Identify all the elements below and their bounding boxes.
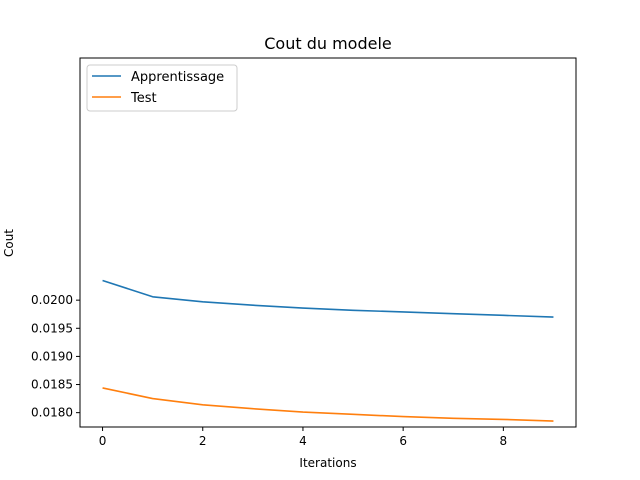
x-tick-label: 2 — [199, 434, 207, 448]
y-axis-label: Cout — [2, 229, 16, 257]
legend-box — [86, 64, 238, 112]
series-line-apprentissage — [102, 279, 554, 318]
legend: Apprentissage Test — [86, 64, 238, 112]
y-tick-label: 0.0200 — [31, 293, 73, 307]
series-line-test — [102, 387, 554, 422]
y-tick-label: 0.0180 — [31, 406, 73, 420]
y-tick-label: 0.0185 — [31, 378, 73, 392]
legend-label-test: Test — [130, 91, 157, 106]
y-tick-label: 0.0190 — [31, 349, 73, 363]
y-tick-label: 0.0195 — [31, 321, 73, 335]
series-layer — [102, 279, 554, 422]
legend-items: Apprentissage Test — [92, 70, 224, 106]
x-tick-label: 6 — [399, 434, 407, 448]
x-tick-label: 0 — [99, 434, 107, 448]
tick-layer: 0 2 4 6 8 0.0180 0.0185 0.0190 0.0195 0.0200 — [31, 293, 507, 448]
plot-frame — [79, 57, 577, 428]
chart-title: Cout du modele — [264, 34, 392, 53]
x-tick-label: 4 — [299, 434, 307, 448]
legend-label-apprentissage: Apprentissage — [131, 70, 224, 85]
x-tick-label: 8 — [500, 434, 508, 448]
x-axis-label: Iterations — [299, 456, 356, 470]
